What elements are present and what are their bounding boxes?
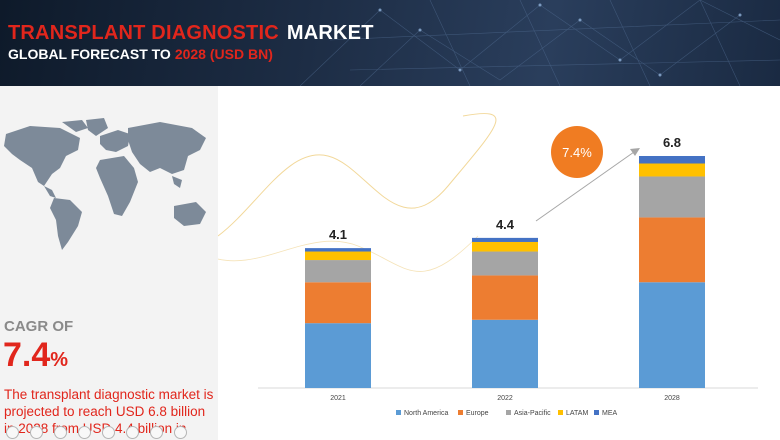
header-network-decoration <box>299 0 780 86</box>
subtitle-red: 2028 (USD BN) <box>174 46 273 62</box>
legend-label-asia-pacific: Asia-Pacific <box>514 410 551 417</box>
tool-icon-2[interactable] <box>30 426 43 439</box>
tool-icon-8[interactable] <box>174 426 187 439</box>
legend-label-latam: LATAM <box>566 410 588 417</box>
legend-swatch-latam <box>558 410 563 415</box>
x-tick-label-2028: 2028 <box>664 395 680 402</box>
tool-icon-1[interactable] <box>6 426 19 439</box>
bar-segment-north-america-2022 <box>472 319 538 388</box>
x-tick-label-2021: 2021 <box>330 395 346 402</box>
bar-segment-north-america-2021 <box>305 323 371 388</box>
page-subtitle: GLOBAL FORECAST TO 2028 (USD BN) <box>8 46 273 62</box>
decorative-swirl <box>217 113 497 237</box>
legend-label-europe: Europe <box>466 410 489 417</box>
chart-svg: 4.1 2021 4.4 2022 6.8 2028 7.4% North America Eu… <box>207 113 758 417</box>
page-title: TRANSPLANT DIAGNOSTIC MARKET <box>8 22 374 45</box>
cagr-number: 7.4 <box>3 336 51 374</box>
legend-swatch-mea <box>594 410 599 415</box>
stacked-bar-chart: 4.1 2021 4.4 2022 6.8 2028 7.4% North America Eu… <box>207 86 780 440</box>
total-label-2021: 4.1 <box>329 227 347 242</box>
growth-arrow-head <box>630 148 640 156</box>
bar-segment-latam-2021 <box>305 251 371 261</box>
tool-icon-3[interactable] <box>54 426 67 439</box>
x-tick-label-2022: 2022 <box>497 395 513 402</box>
bar-segment-europe-2028 <box>639 217 705 283</box>
tool-icon-6[interactable] <box>126 426 139 439</box>
market-description: The transplant diagnostic market is proj… <box>4 387 214 440</box>
world-map-icon <box>4 118 206 250</box>
bar-segment-north-america-2028 <box>639 282 705 388</box>
header-banner: TRANSPLANT DIAGNOSTIC MARKET GLOBAL FOREC… <box>0 0 780 86</box>
title-rest: MARKET <box>286 22 374 44</box>
title-highlight: TRANSPLANT DIAGNOSTIC <box>8 22 279 44</box>
total-label-2022: 4.4 <box>496 217 515 232</box>
bar-segment-asia-pacific-2021 <box>305 260 371 283</box>
cagr-badge-circle <box>551 126 603 178</box>
decorative-swirl-2 <box>207 235 479 272</box>
bar-segment-europe-2021 <box>305 282 371 324</box>
tool-icon-5[interactable] <box>102 426 115 439</box>
growth-arrow-line <box>535 151 635 222</box>
legend-swatch-europe <box>458 410 463 415</box>
tool-icon-7[interactable] <box>150 426 163 439</box>
legend-label-north-america: North America <box>404 410 448 417</box>
cagr-badge-text: 7.4% <box>562 145 592 160</box>
bar-segment-asia-pacific-2022 <box>472 251 538 276</box>
legend-label-mea: MEA <box>602 410 618 417</box>
cagr-value: 7.4% <box>3 336 68 375</box>
bar-segment-asia-pacific-2028 <box>639 176 705 218</box>
bar-segment-mea-2022 <box>472 237 538 242</box>
bar-segment-latam-2028 <box>639 163 705 177</box>
bar-segment-mea-2028 <box>639 156 705 164</box>
bar-segment-europe-2022 <box>472 275 538 320</box>
cagr-label: CAGR OF <box>4 318 74 335</box>
tool-icon-4[interactable] <box>78 426 91 439</box>
left-info-panel: CAGR OF 7.4% The transplant diagnostic m… <box>0 86 218 440</box>
cagr-percent-sign: % <box>50 349 69 371</box>
total-label-2028: 6.8 <box>663 135 681 150</box>
legend-swatch-asia-pacific <box>506 410 511 415</box>
bar-segment-latam-2022 <box>472 241 538 252</box>
subtitle-white: GLOBAL FORECAST TO <box>8 46 171 62</box>
legend-swatch-north-america <box>396 410 401 415</box>
bar-segment-mea-2021 <box>305 248 371 252</box>
